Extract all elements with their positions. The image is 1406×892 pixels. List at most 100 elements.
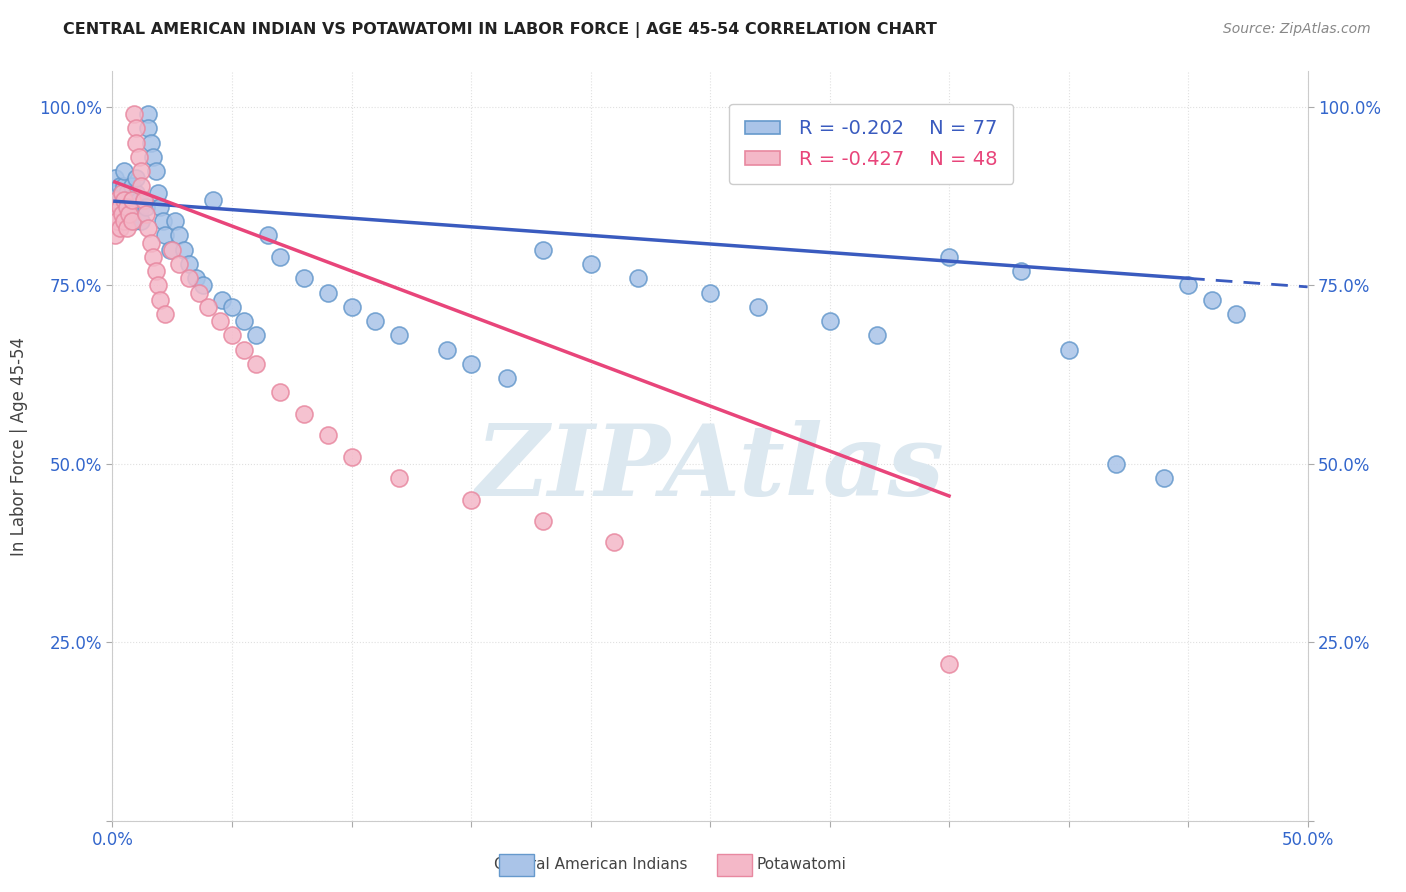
- Point: [118, 193, 141, 207]
- Text: Source: ZipAtlas.com: Source: ZipAtlas.com: [1223, 22, 1371, 37]
- Point: [938, 657, 960, 671]
- Point: [115, 200, 138, 214]
- Point: [173, 243, 195, 257]
- Point: [122, 200, 145, 214]
- Point: [105, 200, 128, 214]
- Point: [340, 300, 363, 314]
- Point: [436, 343, 458, 357]
- Point: [115, 200, 138, 214]
- Point: [145, 164, 167, 178]
- Point: [104, 207, 127, 221]
- Point: [121, 193, 143, 207]
- Point: [111, 186, 134, 200]
- Point: [1177, 278, 1199, 293]
- Point: [149, 200, 172, 214]
- Point: [152, 214, 174, 228]
- Point: [938, 250, 960, 264]
- Point: [177, 271, 200, 285]
- Point: [145, 264, 167, 278]
- Point: [1201, 293, 1223, 307]
- Point: [142, 150, 165, 164]
- Point: [105, 214, 128, 228]
- Point: [129, 178, 152, 193]
- Point: [118, 207, 141, 221]
- Point: [129, 214, 152, 228]
- Point: [292, 407, 315, 421]
- Point: [193, 278, 215, 293]
- Point: [169, 257, 191, 271]
- Point: [292, 271, 315, 285]
- Point: [125, 136, 148, 150]
- Point: [129, 200, 152, 214]
- Point: [221, 300, 243, 314]
- Point: [115, 186, 138, 200]
- Point: [233, 314, 256, 328]
- Point: [121, 193, 143, 207]
- Y-axis label: In Labor Force | Age 45-54: In Labor Force | Age 45-54: [10, 336, 28, 556]
- Point: [108, 200, 131, 214]
- Point: [257, 228, 280, 243]
- Point: [169, 228, 191, 243]
- Point: [135, 200, 157, 214]
- Point: [111, 207, 134, 221]
- Point: [108, 221, 131, 235]
- Point: [747, 300, 769, 314]
- Point: [496, 371, 519, 385]
- Point: [866, 328, 889, 343]
- Point: [603, 535, 626, 549]
- Point: [197, 300, 219, 314]
- Point: [115, 221, 138, 235]
- Point: [221, 328, 243, 343]
- Point: [114, 193, 135, 207]
- Point: [531, 514, 554, 528]
- Point: [128, 150, 150, 164]
- Point: [114, 164, 135, 178]
- Point: [269, 385, 291, 400]
- Point: [111, 200, 134, 214]
- Point: [340, 450, 363, 464]
- Point: [114, 214, 135, 228]
- Point: [104, 193, 127, 207]
- Point: [129, 164, 152, 178]
- Point: [388, 471, 411, 485]
- Point: [1010, 264, 1032, 278]
- Point: [159, 243, 181, 257]
- Point: [627, 271, 650, 285]
- Point: [139, 235, 162, 250]
- Point: [146, 278, 169, 293]
- Legend: R = -0.202    N = 77, R = -0.427    N = 48: R = -0.202 N = 77, R = -0.427 N = 48: [730, 103, 1014, 185]
- Bar: [499, 854, 534, 876]
- Point: [699, 285, 721, 300]
- Point: [104, 228, 127, 243]
- Point: [128, 193, 150, 207]
- Text: CENTRAL AMERICAN INDIAN VS POTAWATOMI IN LABOR FORCE | AGE 45-54 CORRELATION CHA: CENTRAL AMERICAN INDIAN VS POTAWATOMI IN…: [63, 22, 938, 38]
- Point: [460, 492, 482, 507]
- Text: Central American Indians: Central American Indians: [494, 857, 688, 872]
- Point: [128, 207, 150, 221]
- Point: [138, 121, 160, 136]
- Point: [1057, 343, 1080, 357]
- Point: [186, 271, 208, 285]
- Point: [209, 314, 232, 328]
- Point: [1153, 471, 1175, 485]
- Point: [125, 121, 148, 136]
- Point: [146, 186, 169, 200]
- Point: [187, 285, 209, 300]
- Point: [122, 107, 145, 121]
- Point: [579, 257, 602, 271]
- Point: [388, 328, 411, 343]
- Point: [177, 257, 200, 271]
- Point: [132, 193, 155, 207]
- Point: [162, 243, 183, 257]
- Point: [1105, 457, 1128, 471]
- Point: [269, 250, 291, 264]
- Point: [245, 357, 267, 371]
- Point: [105, 186, 128, 200]
- Point: [104, 171, 127, 186]
- Point: [111, 186, 134, 200]
- Point: [245, 328, 267, 343]
- Point: [108, 193, 131, 207]
- Point: [364, 314, 387, 328]
- Point: [139, 136, 162, 150]
- Point: [104, 207, 127, 221]
